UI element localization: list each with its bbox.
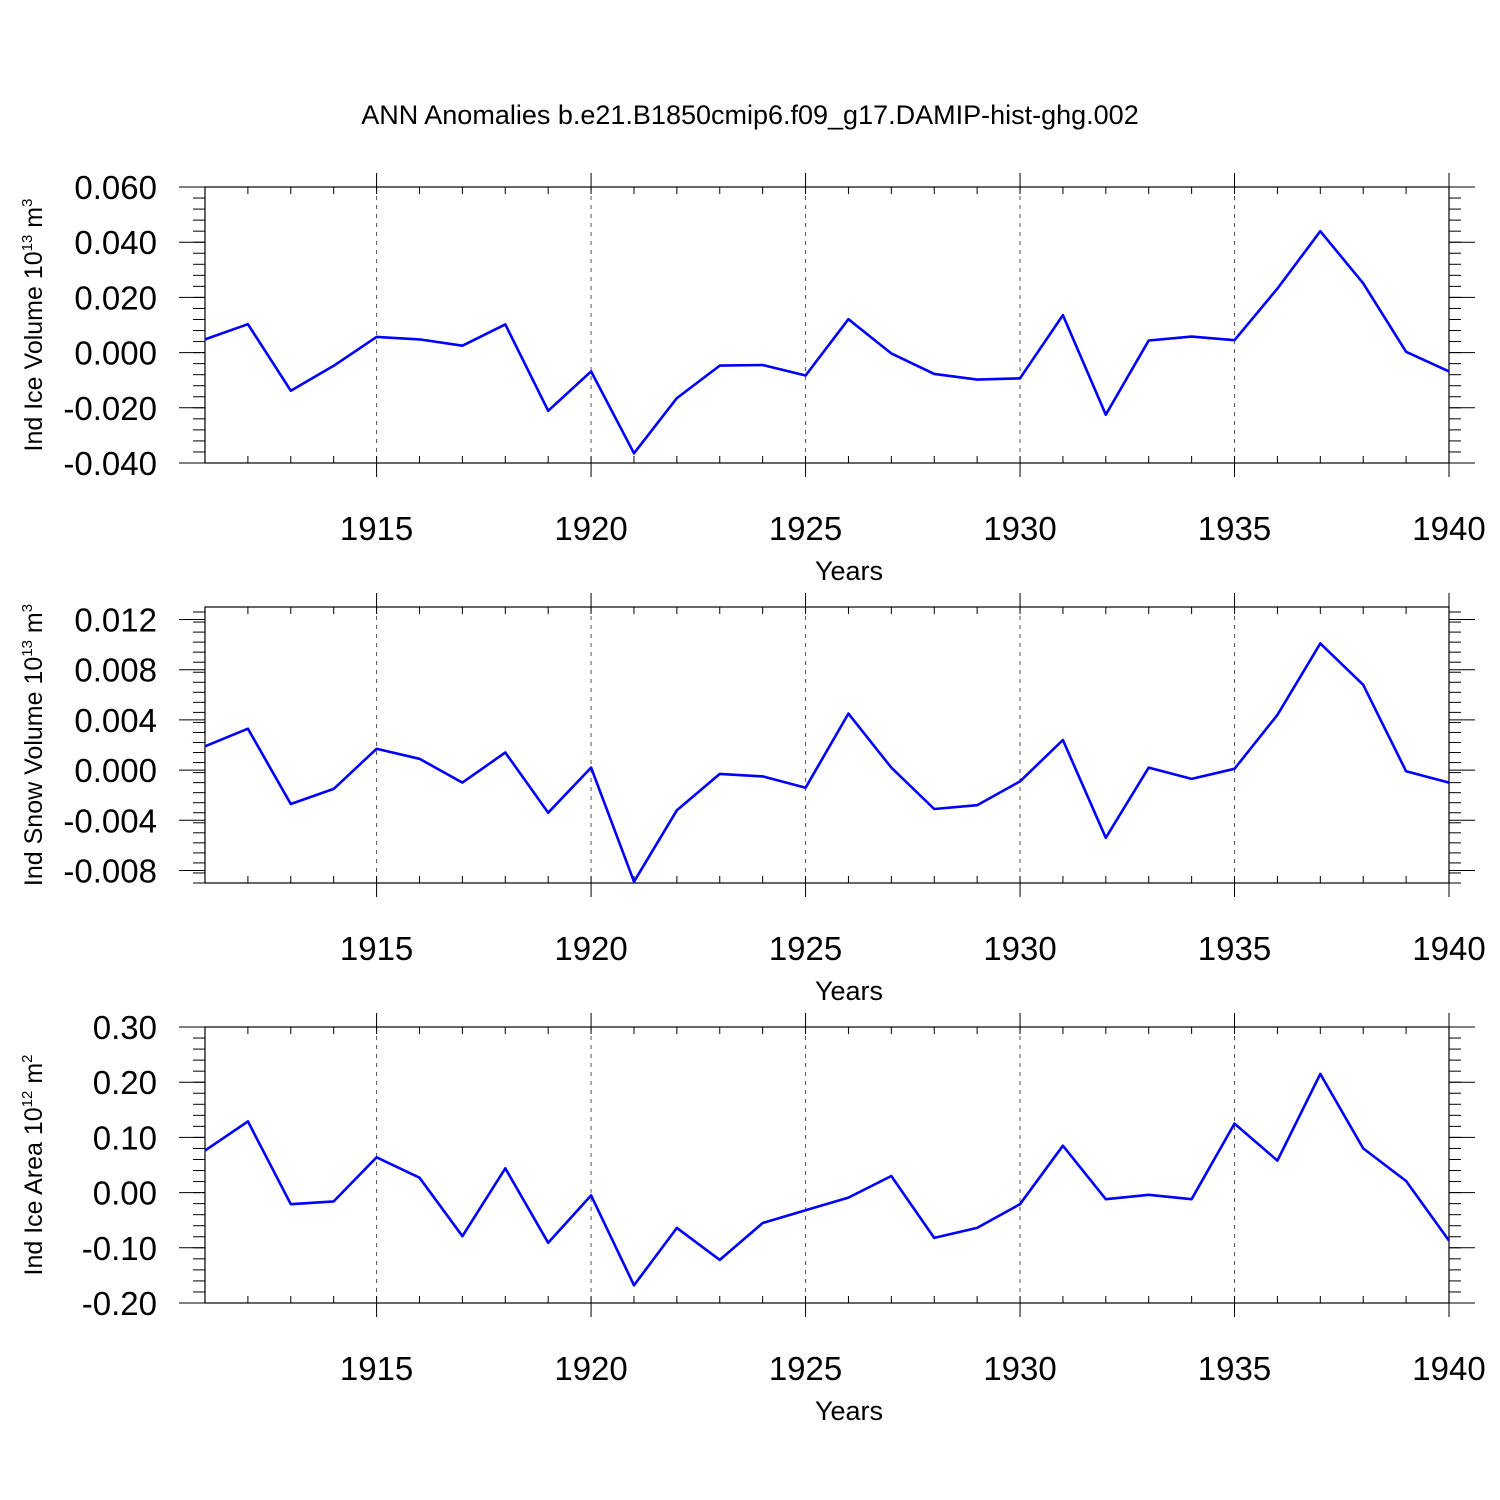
y-tick-label: -0.004 xyxy=(63,802,157,839)
series-line xyxy=(204,229,1450,455)
y-tick-label: -0.020 xyxy=(63,390,157,427)
x-tick-label: 1930 xyxy=(983,1350,1056,1387)
series-line xyxy=(204,1072,1451,1287)
x-tick-label: 1925 xyxy=(769,1350,842,1387)
y-tick-label: 0.004 xyxy=(74,702,157,739)
y-tick-label: 0.000 xyxy=(74,335,157,372)
y-tick-label: 0.040 xyxy=(74,224,157,261)
x-tick-label: 1920 xyxy=(554,510,627,547)
x-tick-label: 1925 xyxy=(769,930,842,967)
x-tick-label: 1940 xyxy=(1412,930,1485,967)
y-tick-label: -0.10 xyxy=(82,1230,157,1267)
y-tick-label: 0.30 xyxy=(93,1009,157,1046)
x-tick-label: 1915 xyxy=(340,930,413,967)
x-tick-label: 1935 xyxy=(1198,1350,1271,1387)
plot-frame xyxy=(204,606,1450,884)
y-tick-label: 0.10 xyxy=(93,1119,157,1156)
x-tick-label: 1940 xyxy=(1412,1350,1485,1387)
x-tick-label: 1925 xyxy=(769,510,842,547)
x-axis-label: Years xyxy=(815,556,883,586)
y-tick-label: -0.040 xyxy=(63,445,157,482)
chart-title: ANN Anomalies b.e21.B1850cmip6.f09_g17.D… xyxy=(361,100,1138,130)
y-tick-label: 0.008 xyxy=(74,652,157,689)
y-tick-label: 0.000 xyxy=(74,752,157,789)
panel-ice-volume: 1915 1920 1925 1930 1935 1940 -0.040 -0.020 0.00… xyxy=(19,169,1486,586)
y-tick-label: 0.060 xyxy=(74,169,157,206)
plot-frame xyxy=(204,1026,1450,1304)
y-tick-label: 0.20 xyxy=(93,1064,157,1101)
x-axis-label: Years xyxy=(815,976,883,1006)
x-tick-label: 1920 xyxy=(554,930,627,967)
y-tick-label: -0.20 xyxy=(82,1285,157,1322)
x-axis-label: Years xyxy=(815,1396,883,1426)
plot-frame xyxy=(204,186,1450,464)
y-tick-label: 0.020 xyxy=(74,279,157,316)
y-tick-label: 0.00 xyxy=(93,1175,157,1212)
y-tick-label: 0.012 xyxy=(74,602,157,639)
panel-ice-area: 1915 1920 1925 1930 1935 1940 -0.20 -0.10 0.00 0.… xyxy=(19,1009,1486,1426)
series-line xyxy=(204,642,1450,884)
x-tick-label: 1940 xyxy=(1412,510,1485,547)
y-tick-label: -0.008 xyxy=(63,852,157,889)
x-tick-label: 1915 xyxy=(340,1350,413,1387)
y-axis-label: Ind Snow Volume 1013 m3 xyxy=(19,604,48,886)
x-tick-label: 1935 xyxy=(1198,510,1271,547)
panel-snow-volume: 1915 1920 1925 1930 1935 1940 -0.008 -0.004 0.00… xyxy=(19,593,1486,1006)
x-tick-label: 1920 xyxy=(554,1350,627,1387)
x-tick-label: 1915 xyxy=(340,510,413,547)
y-axis-label: Ind Ice Area 1012 m2 xyxy=(19,1055,48,1276)
x-tick-label: 1930 xyxy=(983,510,1056,547)
y-axis-label: Ind Ice Volume 1013 m3 xyxy=(19,199,48,452)
x-tick-label: 1930 xyxy=(983,930,1056,967)
x-tick-label: 1935 xyxy=(1198,930,1271,967)
